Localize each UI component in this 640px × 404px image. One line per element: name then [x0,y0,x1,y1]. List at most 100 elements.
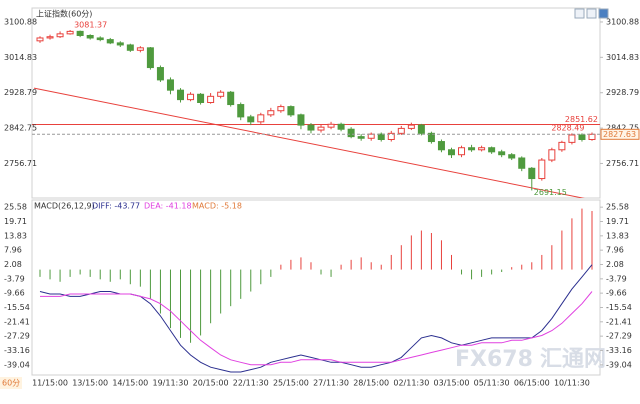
y-tick-label: 13.83 [4,231,27,240]
candle-body [347,128,355,138]
resistance-label: 2851.62 [565,115,598,124]
candle-body [437,141,445,151]
y-tick-label: 2.08 [4,260,22,269]
legend-entry: DIFF: -43.77 [92,202,140,211]
candle-body [377,133,385,140]
y-tick-label-right: 2.08 [606,260,624,269]
y-tick-label: 25.58 [4,203,27,212]
watermark-brand: FX678 [455,347,533,372]
candle-body [287,106,295,116]
candle-body [217,91,225,97]
high-label: 3081.37 [74,20,107,29]
icon[interactable] [574,8,585,19]
y-tick-label: 2756.71 [4,159,37,168]
y-tick-label-right: 2756.71 [606,159,639,168]
y-tick-label: -9.66 [4,289,25,298]
current-price-label: 2827.63 [603,130,636,139]
candle-body [528,167,536,180]
y-tick-label-right: -33.16 [606,346,632,355]
period-box [0,377,22,389]
candle-body [166,79,174,91]
candle-body [367,133,375,139]
y-tick-label: 7.96 [4,246,22,255]
candle-body [267,110,275,116]
y-tick-label: -3.79 [4,274,25,283]
legend-entry: DEA: -41.18 [144,202,192,211]
candle-body [498,151,506,156]
y-tick-label-right: 13.83 [606,231,629,240]
price-plot [32,29,600,198]
x-tick-label: 06/15:00 [514,379,550,388]
candle-body [197,93,205,104]
toolbar-icons[interactable] [574,8,609,19]
candle-body [478,147,486,151]
candle-body [518,157,526,169]
y-tick-label: 19.71 [4,217,27,226]
candle-body [417,124,425,134]
y-tick-label-right: -3.79 [606,274,627,283]
candle-body [136,47,144,51]
candle-body [36,37,44,42]
candle-body [327,123,335,128]
y-tick-label: -21.41 [4,317,30,326]
candle-body [337,123,345,130]
candle-body [447,149,455,156]
candle-body [247,116,255,123]
x-tick-label: 03/15:00 [434,379,470,388]
candle-body [588,133,596,140]
y-tick-label-right: 3014.83 [606,53,639,62]
candle-body [397,127,405,134]
y-tick-label-right: 2928.79 [606,88,639,97]
chart-title: 上证指数(60分) [36,9,92,19]
candle-body [237,104,245,118]
y-tick-label-right: -15.54 [606,303,632,312]
candle-body [468,147,476,151]
candle-body [126,44,134,51]
candle-body [488,147,496,153]
y-tick-label: -39.04 [4,360,30,369]
candle-body [387,132,395,140]
x-tick-label: 20/15:00 [193,379,229,388]
candle-body [548,149,556,161]
candle-body [46,36,54,39]
y-tick-label: 2928.79 [4,88,37,97]
candle-body [257,114,265,123]
candle-body [96,37,104,41]
y-tick-label-right: 3100.88 [606,17,639,26]
candle-body [86,34,94,39]
x-tick-label: 14/15:00 [112,379,148,388]
icon[interactable] [586,8,597,19]
cursor-label: 2828.49 [551,123,584,132]
macd-plot [39,208,593,373]
x-tick-label: 11/15:00 [32,379,68,388]
candle-body [116,42,124,46]
macd-title: MACD(26,12,9) [34,202,95,211]
x-tick-label: 10/11:30 [554,379,590,388]
macd-line [40,291,593,366]
candle-body [187,93,195,101]
icon[interactable] [598,8,609,19]
y-tick-label-right: 2842.75 [606,124,639,133]
candle-body [106,39,114,44]
candle-body [407,124,415,129]
candle-body [357,136,365,139]
x-tick-label: 25/15:00 [273,379,309,388]
y-tick-label-right: -27.29 [606,332,632,341]
candle-body [207,95,215,104]
x-tick-label: 19/11:30 [153,379,189,388]
y-tick-label-right: -9.66 [606,289,627,298]
x-tick-label: 02/11:30 [393,379,429,388]
y-tick-label: -15.54 [4,303,30,312]
x-tick-label: 27/11:30 [313,379,349,388]
candle-body [177,89,185,101]
candle-body [427,132,435,143]
current-price-box [600,128,640,140]
candle-body [227,91,235,106]
low-label: 2691.15 [534,188,567,197]
macd-panel [31,199,601,376]
y-tick-label-right: 25.58 [606,203,629,212]
x-tick-label: 28/15:00 [353,379,389,388]
x-tick-label: 22/11:30 [233,379,269,388]
candle-body [307,124,315,131]
